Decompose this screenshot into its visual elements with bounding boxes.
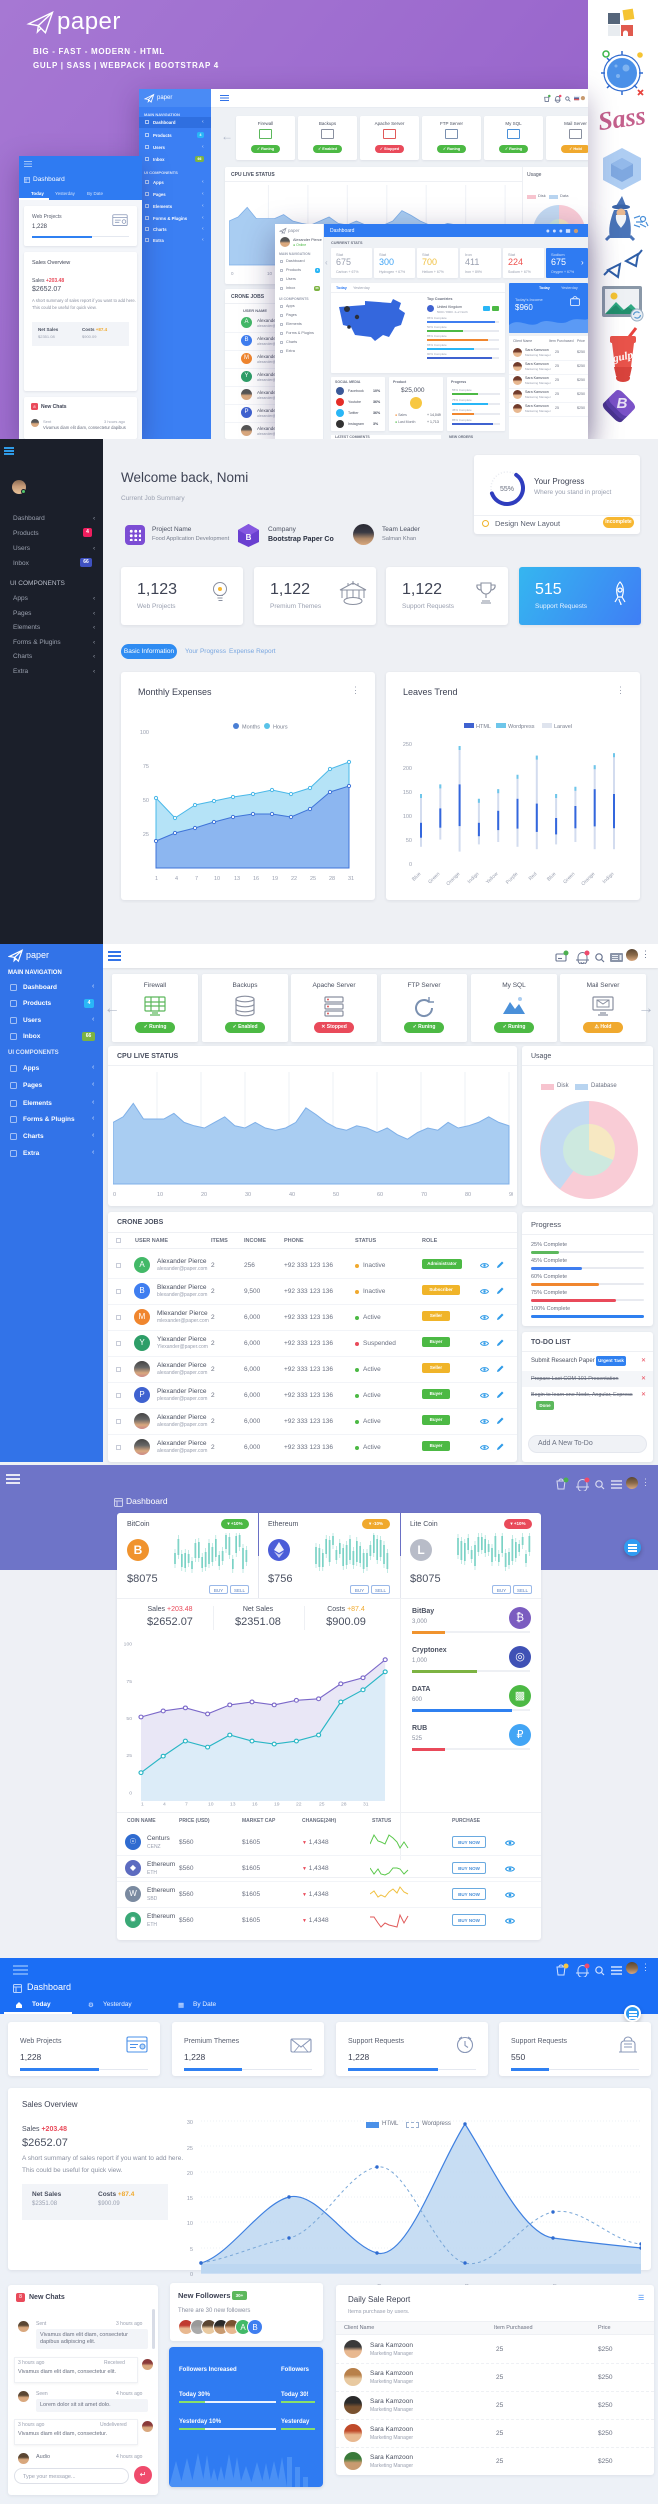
svg-text:Indigo: Indigo [467,871,481,885]
svg-text:28: 28 [341,1802,347,1808]
svg-text:75: 75 [143,764,149,770]
svg-text:200: 200 [403,766,412,772]
svg-text:20: 20 [187,2171,193,2177]
svg-text:22: 22 [296,1802,302,1808]
svg-text:50: 50 [406,838,412,844]
svg-text:100: 100 [403,814,412,820]
svg-text:25: 25 [143,832,149,838]
svg-text:10: 10 [157,1192,163,1198]
svg-text:75: 75 [126,1679,132,1685]
svg-text:Blue: Blue [411,871,422,882]
svg-text:7: 7 [185,1802,188,1808]
svg-text:40: 40 [289,1192,295,1198]
svg-text:20: 20 [201,1192,207,1198]
svg-text:7: 7 [195,876,198,882]
svg-text:gulp: gulp [611,349,635,365]
svg-text:0: 0 [113,1192,116,1198]
svg-text:19: 19 [272,876,278,882]
svg-text:25: 25 [187,2146,193,2152]
svg-text:31: 31 [363,1802,369,1808]
svg-text:Red: Red [528,871,539,882]
svg-text:4: 4 [163,1802,166,1808]
svg-text:Hours: Hours [273,725,288,731]
svg-text:25: 25 [310,876,316,882]
svg-text:10: 10 [187,2221,193,2227]
svg-text:0: 0 [231,271,234,276]
svg-text:30: 30 [245,1192,251,1198]
svg-text:70: 70 [421,1192,427,1198]
svg-text:50: 50 [143,798,149,804]
svg-text:60: 60 [377,1192,383,1198]
svg-text:30: 30 [187,2120,193,2126]
svg-text:50: 50 [126,1716,132,1722]
svg-text:80: 80 [465,1192,471,1198]
svg-text:10: 10 [208,1802,214,1808]
svg-text:B: B [246,533,252,542]
svg-text:B: B [617,395,628,412]
svg-text:0: 0 [409,862,412,868]
svg-text:1: 1 [155,876,158,882]
svg-text:Sass: Sass [596,101,647,136]
svg-text:Orange: Orange [445,871,461,887]
svg-text:100: 100 [124,1642,133,1648]
svg-text:25: 25 [126,1753,132,1759]
svg-text:10: 10 [214,876,220,882]
svg-text:Purple: Purple [505,871,520,886]
svg-text:150: 150 [403,790,412,796]
svg-text:5: 5 [190,2247,193,2253]
svg-text:250: 250 [403,742,412,748]
svg-text:16: 16 [253,876,259,882]
svg-text:0: 0 [129,1790,132,1796]
svg-text:Wordpress: Wordpress [508,724,535,730]
svg-text:25: 25 [319,1802,325,1808]
svg-text:Blue: Blue [546,871,557,882]
svg-text:13: 13 [230,1802,236,1808]
svg-text:16: 16 [252,1802,258,1808]
svg-text:Laravel: Laravel [554,724,572,730]
svg-text:90: 90 [509,1192,513,1198]
svg-text:4: 4 [175,876,178,882]
svg-text:Yellow: Yellow [485,871,500,886]
svg-text:0: 0 [190,2272,193,2278]
svg-text:Green: Green [427,871,441,885]
svg-text:19: 19 [274,1802,280,1808]
svg-text:Indigo: Indigo [602,871,616,885]
svg-text:13: 13 [234,876,240,882]
svg-text:1: 1 [141,1802,144,1808]
svg-text:22: 22 [291,876,297,882]
svg-text:HTML: HTML [476,724,491,730]
svg-text:Months: Months [242,725,260,731]
svg-text:28: 28 [329,876,335,882]
svg-text:Orange: Orange [580,871,596,887]
svg-text:10: 10 [267,271,273,276]
svg-text:31: 31 [348,876,354,882]
svg-text:50: 50 [333,1192,339,1198]
svg-text:55%: 55% [500,486,514,493]
svg-text:Green: Green [562,871,576,885]
svg-text:100: 100 [140,730,149,736]
svg-text:15: 15 [187,2196,193,2202]
